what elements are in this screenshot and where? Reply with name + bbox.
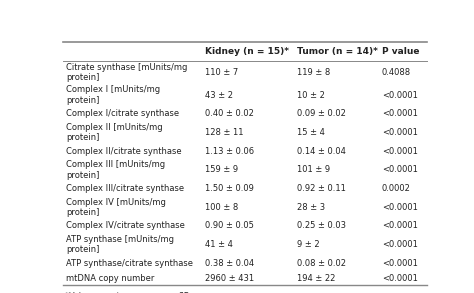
Text: <0.0001: <0.0001 <box>382 128 418 137</box>
Text: *Values are given as mean ± SD: *Values are given as mean ± SD <box>65 292 189 293</box>
Text: ATP synthase/citrate synthase: ATP synthase/citrate synthase <box>66 259 193 268</box>
Text: 0.38 ± 0.04: 0.38 ± 0.04 <box>205 259 255 268</box>
Text: <0.0001: <0.0001 <box>382 222 418 231</box>
Text: 0.09 ± 0.02: 0.09 ± 0.02 <box>297 109 346 118</box>
Text: Complex II [mUnits/mg
protein]: Complex II [mUnits/mg protein] <box>66 123 163 142</box>
Text: Tumor (n = 14)*: Tumor (n = 14)* <box>297 47 378 56</box>
Text: 128 ± 11: 128 ± 11 <box>205 128 244 137</box>
Text: 0.25 ± 0.03: 0.25 ± 0.03 <box>297 222 346 231</box>
Text: 194 ± 22: 194 ± 22 <box>297 274 336 282</box>
Text: 28 ± 3: 28 ± 3 <box>297 203 326 212</box>
Text: Citrate synthase [mUnits/mg
protein]: Citrate synthase [mUnits/mg protein] <box>66 63 187 82</box>
Text: mtDNA copy number: mtDNA copy number <box>66 274 154 282</box>
Text: P value: P value <box>382 47 419 56</box>
Text: <0.0001: <0.0001 <box>382 165 418 174</box>
Text: 0.90 ± 0.05: 0.90 ± 0.05 <box>205 222 255 231</box>
Text: 0.40 ± 0.02: 0.40 ± 0.02 <box>205 109 255 118</box>
Text: <0.0001: <0.0001 <box>382 203 418 212</box>
Text: <0.0001: <0.0001 <box>382 147 418 156</box>
Text: 110 ± 7: 110 ± 7 <box>205 68 239 77</box>
Text: 1.13 ± 0.06: 1.13 ± 0.06 <box>205 147 255 156</box>
Text: 2960 ± 431: 2960 ± 431 <box>205 274 255 282</box>
Text: Kidney (n = 15)*: Kidney (n = 15)* <box>205 47 290 56</box>
Text: Complex III/citrate synthase: Complex III/citrate synthase <box>66 184 184 193</box>
Text: Complex IV/citrate synthase: Complex IV/citrate synthase <box>66 222 185 231</box>
Text: <0.0001: <0.0001 <box>382 91 418 100</box>
Text: 0.14 ± 0.04: 0.14 ± 0.04 <box>297 147 346 156</box>
Text: 41 ± 4: 41 ± 4 <box>205 240 233 249</box>
Text: Complex I [mUnits/mg
protein]: Complex I [mUnits/mg protein] <box>66 85 160 105</box>
Text: 0.08 ± 0.02: 0.08 ± 0.02 <box>297 259 346 268</box>
Text: 15 ± 4: 15 ± 4 <box>297 128 325 137</box>
Text: 100 ± 8: 100 ± 8 <box>205 203 239 212</box>
Text: Complex I/citrate synthase: Complex I/citrate synthase <box>66 109 179 118</box>
Text: Complex II/citrate synthase: Complex II/citrate synthase <box>66 147 182 156</box>
Text: 9 ± 2: 9 ± 2 <box>297 240 320 249</box>
Text: Complex III [mUnits/mg
protein]: Complex III [mUnits/mg protein] <box>66 160 165 180</box>
Text: Complex IV [mUnits/mg
protein]: Complex IV [mUnits/mg protein] <box>66 197 166 217</box>
Text: 0.92 ± 0.11: 0.92 ± 0.11 <box>297 184 346 193</box>
Text: <0.0001: <0.0001 <box>382 240 418 249</box>
Text: <0.0001: <0.0001 <box>382 109 418 118</box>
Text: 101 ± 9: 101 ± 9 <box>297 165 330 174</box>
Text: 0.0002: 0.0002 <box>382 184 410 193</box>
Text: 43 ± 2: 43 ± 2 <box>205 91 234 100</box>
Text: 0.4088: 0.4088 <box>382 68 411 77</box>
Text: 159 ± 9: 159 ± 9 <box>205 165 238 174</box>
Text: 119 ± 8: 119 ± 8 <box>297 68 330 77</box>
Text: 1.50 ± 0.09: 1.50 ± 0.09 <box>205 184 255 193</box>
Text: ATP synthase [mUnits/mg
protein]: ATP synthase [mUnits/mg protein] <box>66 235 174 254</box>
Text: 10 ± 2: 10 ± 2 <box>297 91 325 100</box>
Text: <0.0001: <0.0001 <box>382 274 418 282</box>
Text: <0.0001: <0.0001 <box>382 259 418 268</box>
